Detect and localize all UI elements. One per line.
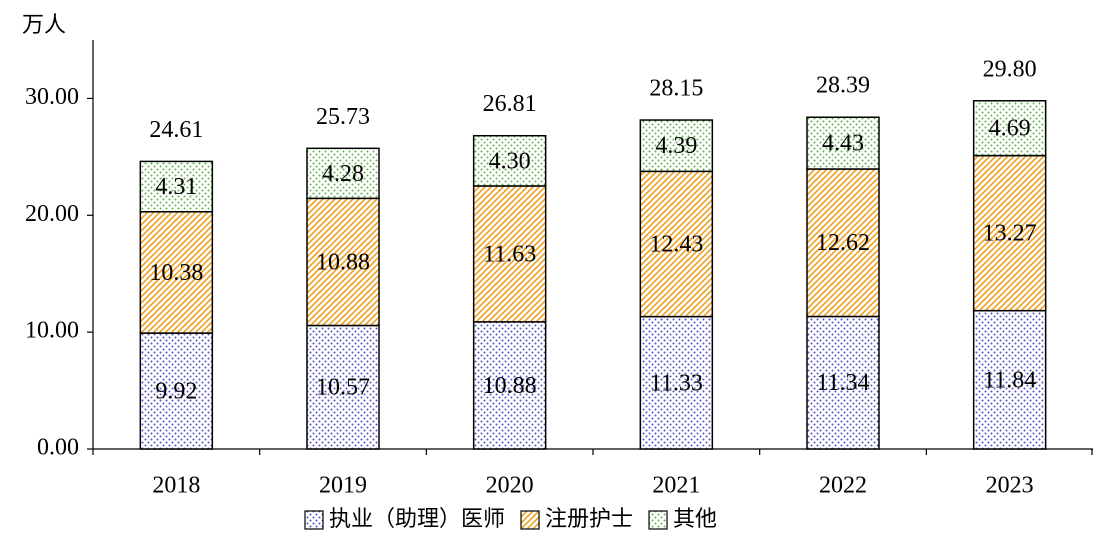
data-label: 13.27 xyxy=(983,221,1037,247)
legend-swatch xyxy=(648,510,668,530)
data-label: 11.34 xyxy=(816,370,869,396)
x-tick-label: 2022 xyxy=(819,473,867,499)
data-label: 10.38 xyxy=(149,260,203,286)
legend: 执业（助理）医师 注册护士 其他 xyxy=(304,507,717,532)
bar-segment xyxy=(139,332,214,450)
data-label: 10.57 xyxy=(316,375,370,401)
legend-label: 其他 xyxy=(673,507,717,532)
bar-segment xyxy=(472,134,547,187)
bar-segment xyxy=(806,116,880,170)
bar-segment xyxy=(972,309,1047,450)
data-label: 4.43 xyxy=(822,131,864,157)
data-label: 11.63 xyxy=(483,241,536,267)
bar-segment xyxy=(472,185,547,323)
total-label: 25.73 xyxy=(316,104,370,130)
data-label: 10.88 xyxy=(483,373,537,399)
bar-segment xyxy=(139,160,214,213)
x-tick-label: 2018 xyxy=(152,473,200,499)
data-label: 11.84 xyxy=(983,367,1036,393)
bar-segment xyxy=(972,100,1047,157)
bar-segment xyxy=(306,147,380,200)
data-label: 11.33 xyxy=(650,370,703,396)
total-label: 28.39 xyxy=(816,73,870,99)
bar-segment xyxy=(639,315,714,450)
x-tick-label: 2023 xyxy=(986,473,1034,499)
data-label: 9.92 xyxy=(155,379,197,405)
y-tick-label: 0.00 xyxy=(37,435,79,461)
bar-segment xyxy=(972,154,1047,312)
data-label: 4.30 xyxy=(489,148,531,174)
legend-label: 执业（助理）医师 xyxy=(329,507,505,532)
data-label: 12.62 xyxy=(816,230,870,256)
bar-segment xyxy=(806,315,880,450)
bar-segment xyxy=(306,197,380,327)
total-label: 29.80 xyxy=(983,56,1037,82)
legend-swatch xyxy=(520,510,540,530)
bar-segment xyxy=(806,168,880,318)
bar-segment xyxy=(472,321,547,450)
legend-label: 注册护士 xyxy=(545,507,633,532)
x-tick-label: 2019 xyxy=(319,473,367,499)
total-label: 24.61 xyxy=(149,117,203,143)
bar-segment xyxy=(639,119,714,173)
data-label: 4.28 xyxy=(322,161,364,187)
data-label: 4.39 xyxy=(655,133,697,159)
x-tick-label: 2020 xyxy=(486,473,534,499)
bar-segment xyxy=(306,324,380,450)
data-label: 4.69 xyxy=(989,116,1031,142)
total-label: 28.15 xyxy=(649,76,703,102)
legend-swatch xyxy=(304,510,324,530)
y-tick-label: 20.00 xyxy=(25,201,79,227)
y-axis-label: 万人 xyxy=(22,13,66,38)
data-label: 12.43 xyxy=(649,231,703,257)
x-tick-label: 2021 xyxy=(652,473,700,499)
data-label: 4.31 xyxy=(155,174,197,200)
y-tick-label: 10.00 xyxy=(25,318,79,344)
data-label: 10.88 xyxy=(316,249,370,275)
y-tick-label: 30.00 xyxy=(25,84,79,110)
total-label: 26.81 xyxy=(483,91,537,117)
bar-segment xyxy=(139,211,214,334)
